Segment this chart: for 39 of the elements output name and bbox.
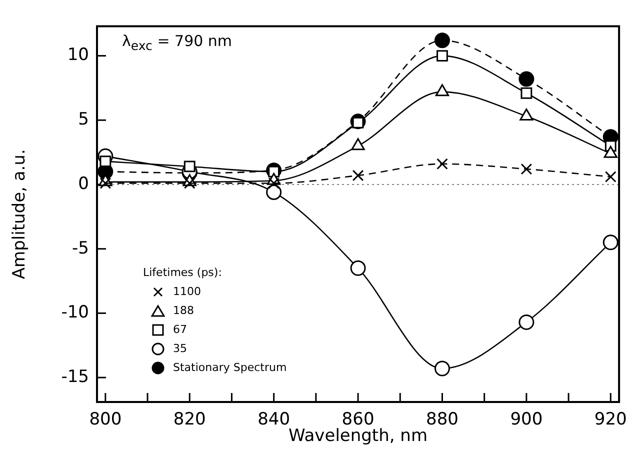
point: [520, 108, 534, 121]
x-tick-label: 920: [594, 410, 627, 430]
y-tick-label: -5: [72, 238, 89, 258]
point: [434, 360, 450, 376]
y-tick-label: 10: [67, 45, 89, 66]
point: [100, 178, 112, 189]
y-tick-label: -10: [61, 302, 89, 323]
point: [350, 260, 366, 276]
point: [520, 163, 532, 175]
point: [268, 178, 280, 189]
legend-title: Lifetimes (ps):: [143, 265, 223, 281]
point: [520, 87, 532, 99]
point: [604, 171, 616, 182]
y-axis-title: Amplitude, a.u.: [10, 149, 30, 280]
legend-label: 67: [173, 322, 187, 338]
point: [266, 184, 282, 200]
point: [518, 314, 534, 330]
x-tick-label: 820: [173, 410, 206, 430]
y-tick-label: 5: [78, 110, 89, 130]
y-tick-label: 0: [78, 174, 89, 194]
point: [352, 170, 364, 182]
point: [518, 71, 534, 87]
point: [184, 178, 196, 189]
x-tick-label: 840: [258, 410, 290, 430]
point: [436, 158, 448, 170]
legend-label: 1100: [173, 284, 201, 300]
legend-label: 188: [173, 303, 194, 319]
x-tick-label: 800: [89, 410, 122, 430]
legend-label: 35: [173, 341, 187, 357]
legend-label: Stationary Spectrum: [173, 360, 287, 376]
annotation: λ$_{exc}$ = 790 nm: [122, 32, 232, 53]
x-tick-label: 900: [510, 410, 543, 430]
point: [602, 234, 618, 250]
y-tick-label: -15: [61, 366, 89, 387]
x-tick-label: 880: [426, 410, 458, 430]
point: [434, 32, 450, 48]
point: [184, 160, 196, 172]
point: [436, 50, 448, 62]
point: [100, 156, 112, 168]
